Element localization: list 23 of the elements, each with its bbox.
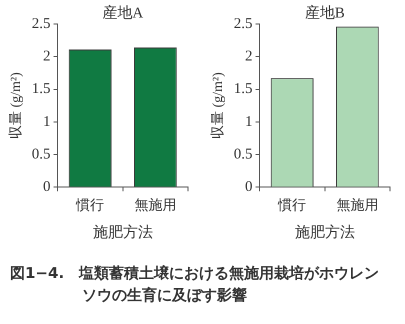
y-axis-title: 収量 (g/m²) xyxy=(8,72,24,140)
x-axis-title: 施肥方法 xyxy=(294,224,355,241)
chart-title: 産地B xyxy=(304,4,345,22)
y-tick-label: 1 xyxy=(245,114,253,130)
chart-title: 産地A xyxy=(102,4,144,22)
y-tick-label: 0.5 xyxy=(32,146,51,162)
y-tick-label: 2 xyxy=(245,48,253,65)
y-tick-label: 2 xyxy=(43,48,51,65)
y-tick-label: 0.5 xyxy=(234,146,253,162)
y-tick-label: 1.5 xyxy=(234,81,253,98)
x-tick-label: 無施用 xyxy=(134,197,176,214)
y-tick-label: 0 xyxy=(245,179,253,196)
y-tick-label: 1 xyxy=(43,114,51,130)
y-tick-label: 0 xyxy=(43,179,51,196)
y-axis-title: 収量 (g/m²) xyxy=(210,72,226,140)
x-tick-label: 慣行 xyxy=(75,197,104,214)
x-tick-label: 無施用 xyxy=(336,197,378,214)
y-tick-label: 2.5 xyxy=(32,16,51,32)
y-tick-label: 1.5 xyxy=(32,81,51,98)
x-axis-title: 施肥方法 xyxy=(92,224,153,241)
x-tick-label: 慣行 xyxy=(277,197,306,214)
y-tick-label: 2.5 xyxy=(234,16,253,32)
caption: 図1−4. 塩類蓄積土壌における無施用栽培がホウレンソウの生育に及ぼす影響 xyxy=(10,263,380,306)
